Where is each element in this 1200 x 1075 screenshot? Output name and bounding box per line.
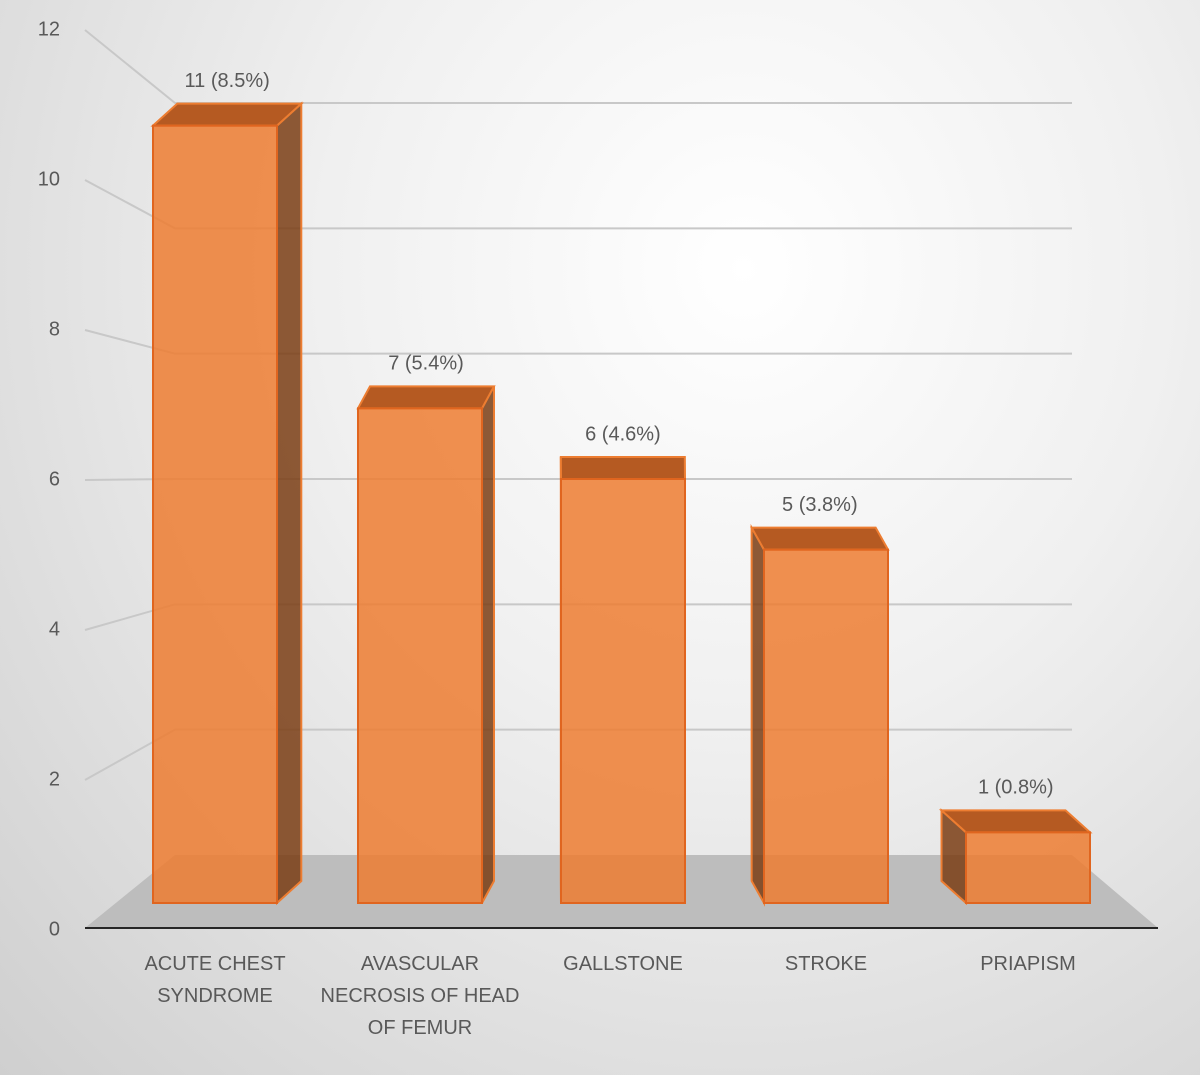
x-tick-label: GALLSTONE — [563, 953, 683, 975]
bar — [152, 124, 278, 904]
bar-top — [356, 385, 496, 410]
x-tick-label: PRIAPISM — [980, 953, 1076, 975]
bar-side — [276, 101, 303, 906]
data-label: 5 (3.8%) — [782, 494, 858, 516]
bar-top — [749, 526, 890, 551]
bar-top — [150, 102, 304, 127]
x-tick-label: AVASCULAR NECROSIS OF HEAD OF FEMUR — [320, 953, 520, 1039]
y-tick-label: 6 — [49, 468, 60, 490]
bar-side — [750, 523, 765, 907]
bar — [763, 548, 889, 905]
grid-line — [84, 29, 1072, 104]
x-tick-label: ACUTE CHEST SYNDROME — [144, 953, 286, 1007]
y-tick-label: 8 — [49, 318, 60, 340]
data-label: 7 (5.4%) — [388, 353, 464, 375]
y-tick-label: 12 — [38, 18, 60, 40]
data-label: 6 (4.6%) — [585, 423, 661, 445]
y-tick-label: 4 — [49, 618, 60, 640]
x-tick-label: STROKE — [784, 953, 868, 975]
bar-side — [481, 385, 495, 904]
y-tick-label: 10 — [38, 168, 60, 190]
bar — [560, 478, 686, 904]
data-label: 1 (0.8%) — [978, 777, 1054, 799]
bar — [357, 407, 483, 904]
y-tick-label: 2 — [49, 768, 60, 790]
bar-top — [559, 456, 687, 480]
y-tick-label: 0 — [49, 918, 60, 940]
data-label: 11 (8.5%) — [185, 70, 270, 92]
bar-top — [938, 809, 1093, 834]
bar — [965, 831, 1091, 904]
